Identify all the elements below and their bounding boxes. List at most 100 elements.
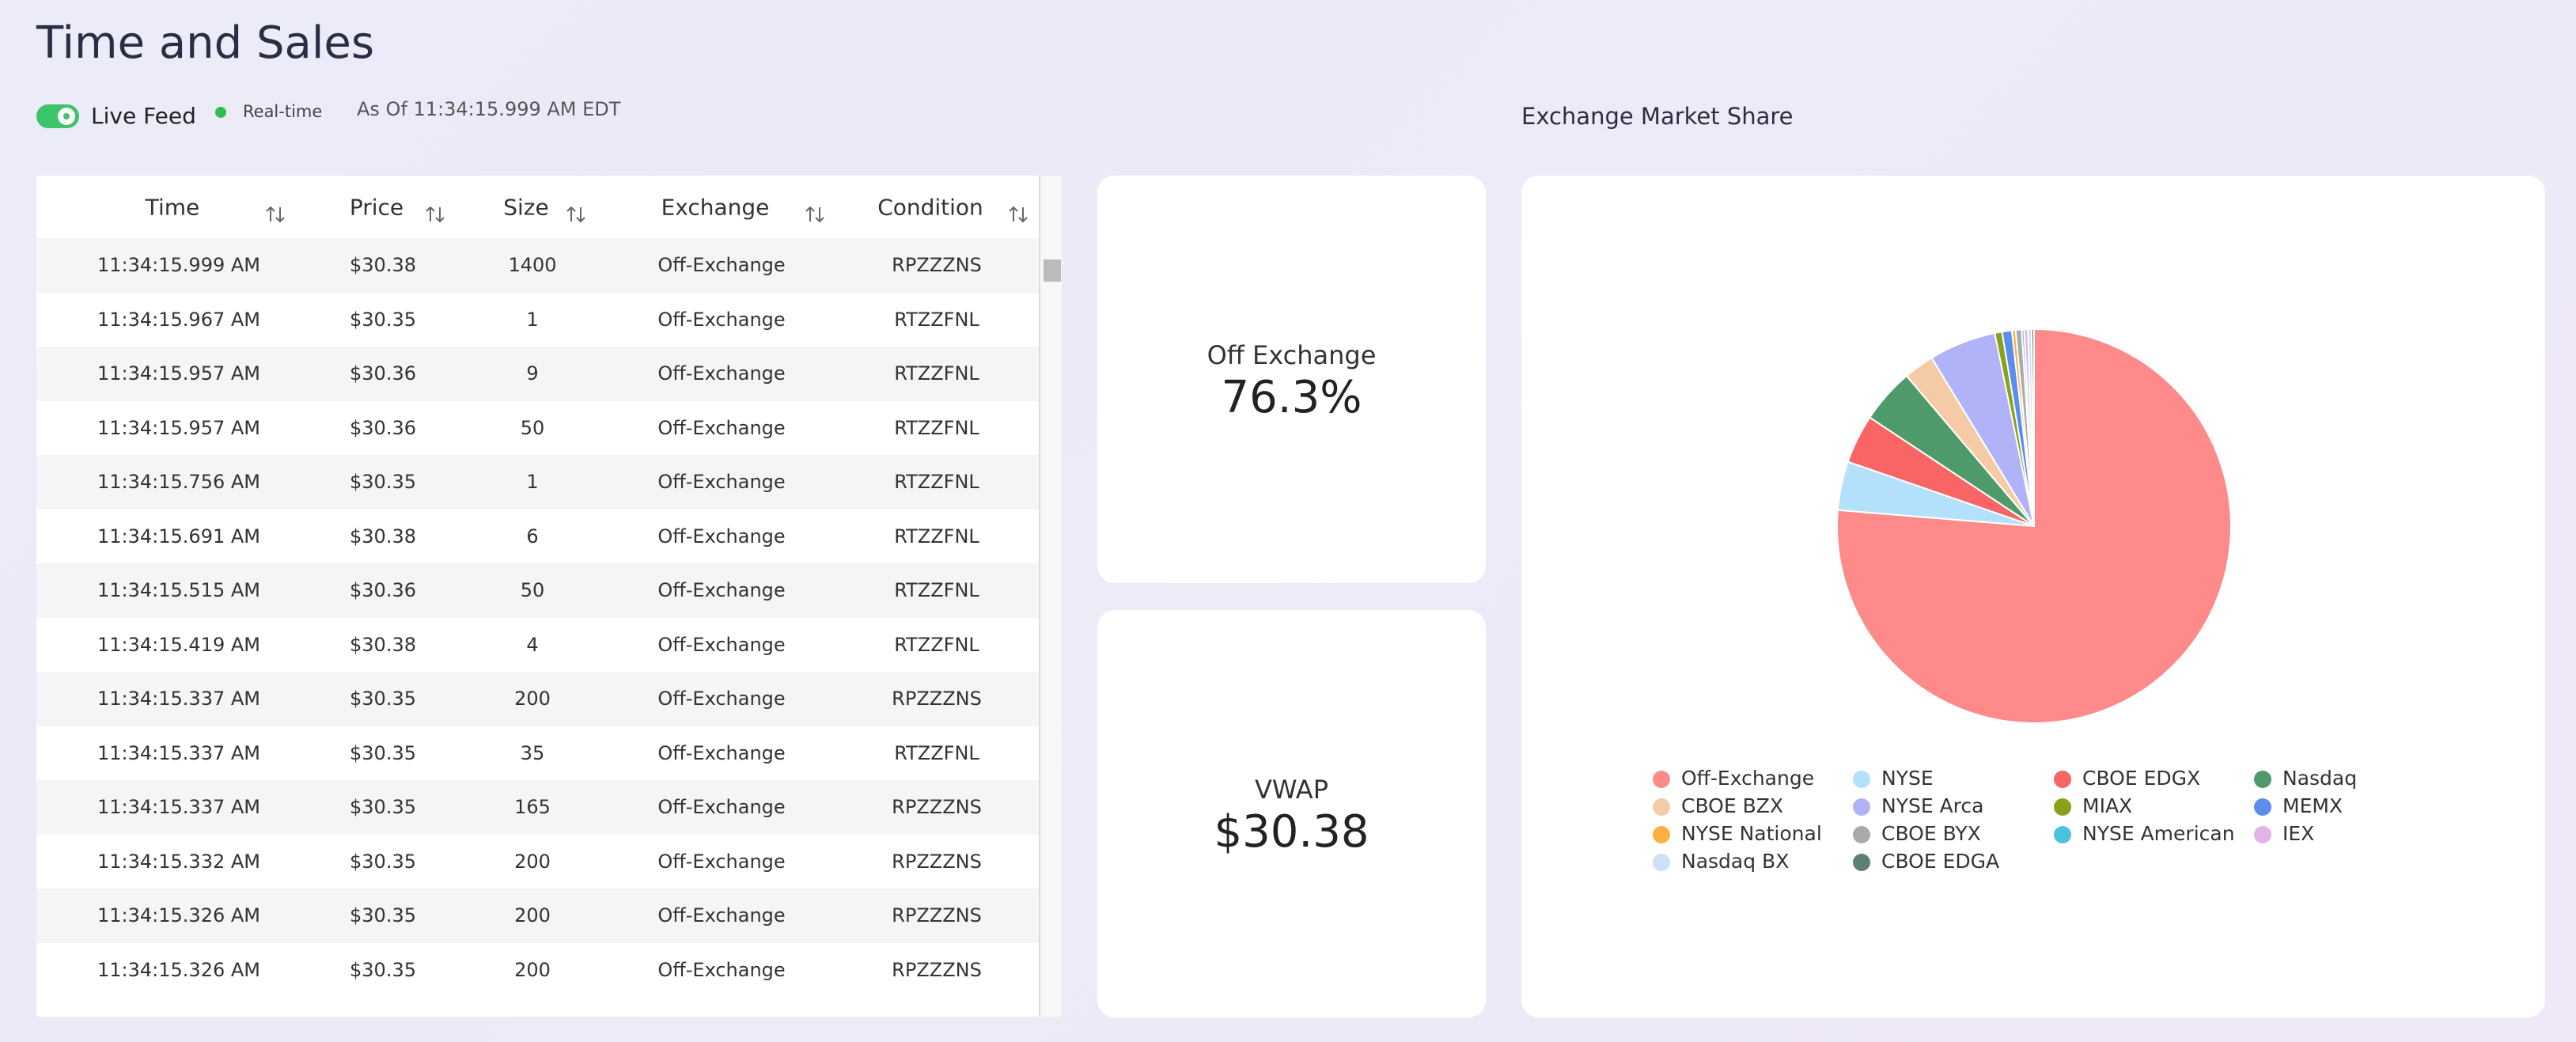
table-cell: $30.35 (350, 741, 416, 764)
table-cell: $30.38 (350, 525, 416, 548)
table-row: 11:34:15.691 AM $30.38 6 Off-Exchange RTZZFN… (36, 509, 1039, 563)
card-value: $30.38 (1214, 806, 1369, 858)
sort-icon[interactable] (1008, 204, 1029, 225)
sort-icon[interactable] (566, 204, 586, 225)
table-cell: 11:34:15.326 AM (97, 904, 260, 926)
legend-swatch[interactable] (1653, 798, 1670, 816)
table-row: 11:34:15.337 AM $30.35 165 Off-Exchange RPZZ… (36, 780, 1039, 835)
table-cell: Off-Exchange (657, 850, 786, 873)
chart-title: Exchange Market Share (1521, 103, 1794, 130)
legend-label: Nasdaq (2282, 767, 2357, 790)
status-dot (215, 107, 226, 118)
table-cell: RPZZZNS (892, 850, 982, 873)
card-label: VWAP (1255, 775, 1328, 805)
card: VWAP $30.38 (1097, 610, 1486, 1017)
legend-swatch[interactable] (1653, 771, 1670, 788)
table-cell: 165 (514, 796, 551, 818)
sort-arrow (1009, 206, 1028, 223)
legend-label: NYSE National (1681, 822, 1822, 845)
table-cell: 11:34:15.957 AM (97, 416, 260, 439)
table-cell: Off-Exchange (657, 633, 786, 656)
table-cell: $30.38 (350, 254, 416, 276)
table-cell: 4 (526, 633, 539, 656)
legend-swatch[interactable] (2254, 771, 2271, 788)
table-cell: RPZZZNS (892, 796, 982, 818)
legend-swatch[interactable] (1653, 826, 1670, 843)
legend-label: Nasdaq BX (1681, 850, 1789, 873)
table-cell: Off-Exchange (657, 741, 786, 764)
trades-table: Time Price Size Exchange Condition 11:34:15.9… (36, 176, 1062, 1017)
table-cell: RPZZZNS (892, 254, 982, 276)
table-cell: RTZZFNL (894, 525, 979, 548)
table-cell: 11:34:15.326 AM (97, 958, 260, 981)
table-cell: 11:34:15.337 AM (97, 741, 260, 764)
legend-swatch[interactable] (1853, 771, 1870, 788)
table-cell: 11:34:15.967 AM (97, 308, 260, 331)
card: Off Exchange 76.3% (1097, 176, 1486, 583)
legend-label: CBOE EDGA (1881, 850, 1999, 873)
sort-icon[interactable] (265, 204, 286, 225)
table-cell: $30.35 (350, 904, 416, 926)
toggle-dot (63, 113, 70, 119)
table-cell: Off-Exchange (657, 308, 786, 331)
sort-arrow (426, 206, 445, 223)
scroll-thumb[interactable] (1044, 260, 1061, 282)
table-cell: $30.35 (350, 850, 416, 873)
table-cell: 35 (520, 741, 545, 764)
legend-swatch[interactable] (1653, 854, 1670, 871)
table-cell: 11:34:15.957 AM (97, 362, 260, 385)
column-header: Exchange (661, 194, 770, 221)
table-row: 11:34:15.957 AM $30.36 9 Off-Exchange RTZZFN… (36, 347, 1039, 401)
sort-icon[interactable] (425, 204, 445, 225)
legend-swatch[interactable] (2254, 798, 2271, 816)
table-cell: 11:34:15.691 AM (97, 525, 260, 548)
table-cell: 50 (520, 579, 545, 601)
table-row: 11:34:15.419 AM $30.38 4 Off-Exchange RTZZFN… (36, 617, 1039, 672)
table-cell: 50 (520, 416, 545, 439)
table-cell: Off-Exchange (657, 362, 786, 385)
table-row: 11:34:15.957 AM $30.36 50 Off-Exchange RTZZF… (36, 400, 1039, 455)
legend-swatch[interactable] (2054, 771, 2071, 788)
table-row: 11:34:15.515 AM $30.36 50 Off-Exchange RTZZF… (36, 563, 1039, 618)
table-row: 11:34:15.756 AM $30.35 1 Off-Exchange RTZZFN… (36, 455, 1039, 510)
legend-label: CBOE BZX (1681, 794, 1783, 817)
table-cell: $30.35 (350, 796, 416, 818)
table-cell: 200 (514, 904, 551, 926)
table-cell: RTZZFNL (894, 579, 979, 601)
legend-swatch[interactable] (1853, 826, 1870, 843)
table-cell: $30.35 (350, 308, 416, 331)
legend-swatch[interactable] (1853, 798, 1870, 816)
table-cell: $30.36 (350, 416, 416, 439)
table-row: 11:34:15.337 AM $30.35 200 Off-Exchange RPZZ… (36, 672, 1039, 726)
toggle-knob (58, 108, 75, 125)
page-title: Time and Sales (36, 17, 375, 69)
table-cell: Off-Exchange (657, 471, 786, 493)
table-cell: RTZZFNL (894, 362, 979, 385)
column-header: Condition (877, 194, 983, 221)
table-cell: $30.36 (350, 362, 416, 385)
table-cell: $30.35 (350, 688, 416, 710)
table-cell: Off-Exchange (657, 579, 786, 601)
table-cell: RTZZFNL (894, 633, 979, 656)
legend-label: CBOE EDGX (2082, 767, 2200, 790)
table-cell: Off-Exchange (657, 688, 786, 710)
card-value: 76.3% (1221, 372, 1362, 423)
table-cell: Off-Exchange (657, 525, 786, 548)
legend-label: CBOE BYX (1881, 822, 1981, 845)
table-cell: 1400 (508, 254, 557, 276)
legend-swatch[interactable] (2054, 798, 2071, 816)
table-cell: RTZZFNL (894, 416, 979, 439)
legend-swatch[interactable] (2054, 826, 2071, 843)
table-cell: $30.35 (350, 471, 416, 493)
table-cell: 9 (526, 362, 539, 385)
pie-slice (2030, 328, 2035, 527)
table-cell: RTZZFNL (894, 308, 979, 331)
legend-swatch[interactable] (1853, 854, 1870, 871)
table-row: 11:34:15.326 AM $30.35 200 Off-Exchange RPZZ… (36, 889, 1039, 943)
scrollbar[interactable] (1039, 176, 1062, 1017)
legend-swatch[interactable] (2254, 826, 2271, 843)
live-toggle[interactable] (36, 104, 79, 128)
sort-icon[interactable] (805, 204, 825, 225)
table-cell: 11:34:15.337 AM (97, 796, 260, 818)
table-cell: 6 (526, 525, 539, 548)
